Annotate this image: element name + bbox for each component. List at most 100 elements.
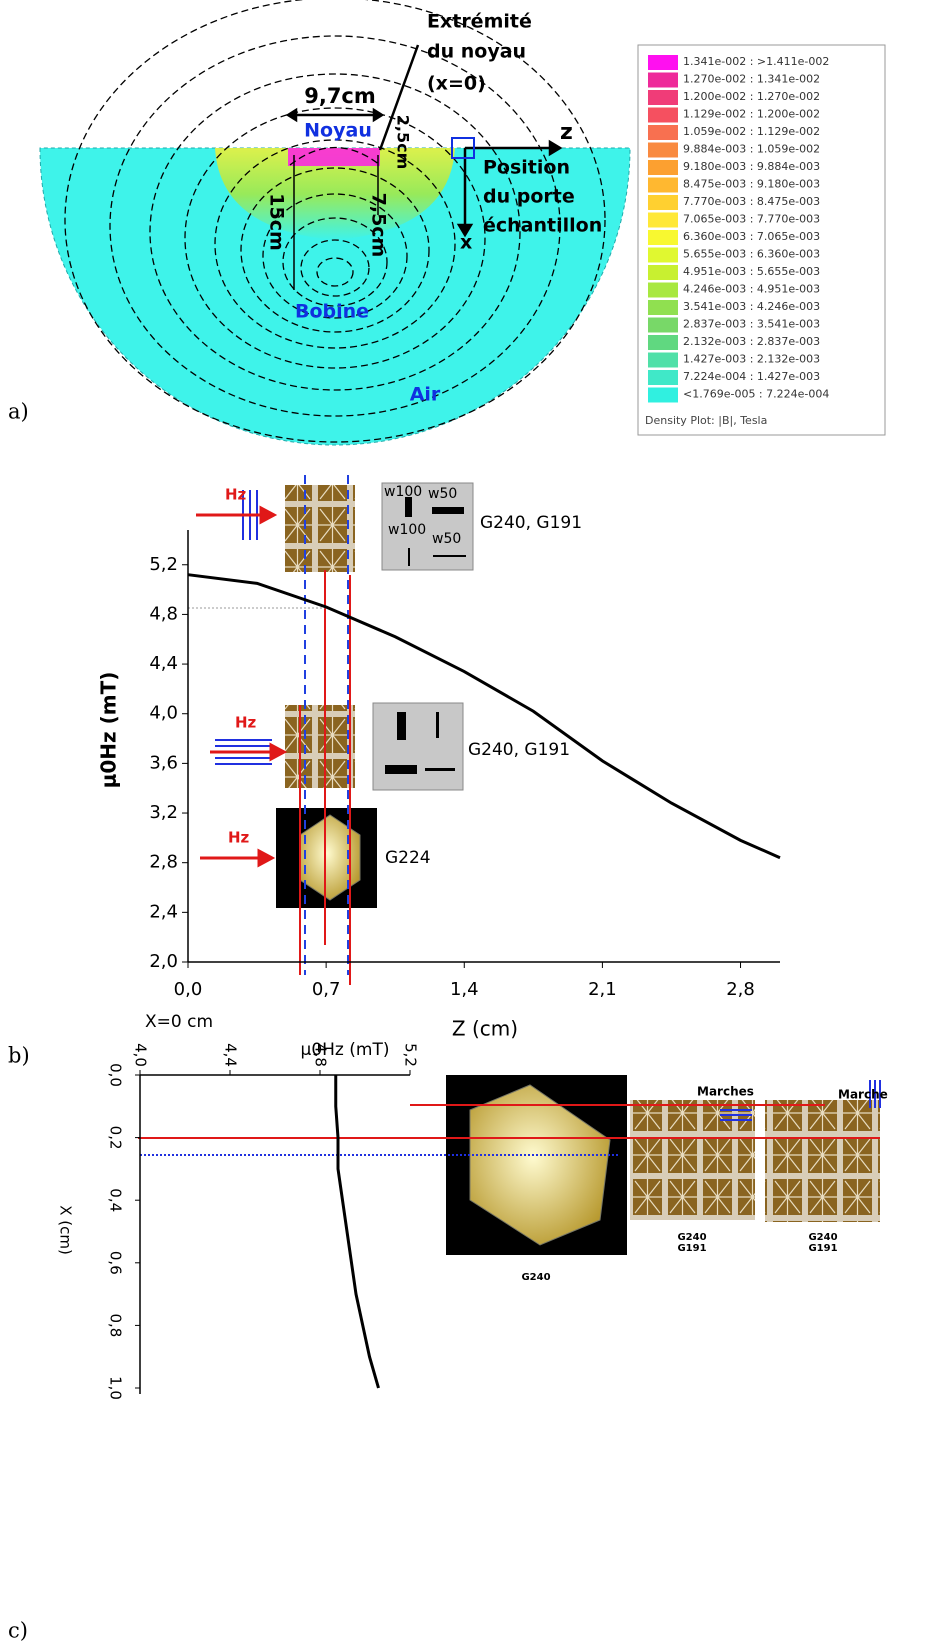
mask-shapes xyxy=(405,497,466,566)
legend-label: 4.246e-003 : 4.951e-003 xyxy=(683,283,820,296)
label: z xyxy=(560,120,573,145)
sample-label: G240 xyxy=(521,1272,550,1283)
legend-label: 3.541e-003 : 4.246e-003 xyxy=(683,300,820,313)
value-tick-label: 4,4 xyxy=(222,1043,240,1067)
legend-label: 1.129e-002 : 1.200e-002 xyxy=(683,108,820,121)
panel-label: c) xyxy=(8,1619,28,1643)
y-tick-label: 4,8 xyxy=(149,603,178,624)
legend-swatch xyxy=(648,317,678,333)
label: 9,7cm xyxy=(304,84,376,108)
value-tick-label: 5,2 xyxy=(402,1043,420,1067)
holder-marker xyxy=(451,137,475,159)
legend-label: 9.884e-003 : 1.059e-002 xyxy=(683,143,820,156)
label: Air xyxy=(410,384,441,406)
width-label: w50 xyxy=(428,486,457,502)
position-tick-label: 0,2 xyxy=(107,1126,125,1150)
legend-swatch xyxy=(648,125,678,140)
label: 15cm xyxy=(266,193,288,251)
x-tick-label: 0,7 xyxy=(312,979,341,1000)
label: du noyau xyxy=(427,41,526,63)
legend-label: 5.655e-003 : 6.360e-003 xyxy=(683,248,820,261)
field-label: Hz xyxy=(225,486,247,504)
panel-a: Extrémité du noyau (x=0) 9,7cm Noyau 2,5… xyxy=(8,0,886,446)
field-label: Hz xyxy=(228,829,250,847)
y-tick-label: 4,4 xyxy=(149,653,178,674)
legend-box xyxy=(637,44,886,436)
legend-swatch xyxy=(648,72,678,88)
position-tick-label: 0,8 xyxy=(107,1313,125,1337)
x-tick-label: 2,1 xyxy=(588,979,617,1000)
legend-swatch xyxy=(648,247,678,263)
sample-photo xyxy=(630,1100,755,1220)
legend-swatch xyxy=(648,282,678,298)
label: échantillon xyxy=(483,215,602,237)
sample-label: G240, G191 xyxy=(480,513,582,533)
legend-label: 9.180e-003 : 9.884e-003 xyxy=(683,160,820,173)
value-tick-label: 4,0 xyxy=(132,1043,150,1067)
value-tick-label: 4,8 xyxy=(312,1043,330,1067)
legend-swatch xyxy=(648,230,678,245)
width-label: w100 xyxy=(388,522,426,538)
mask-shapes xyxy=(385,712,455,774)
position-tick-label: 1,0 xyxy=(107,1376,125,1400)
y-tick-label: 2,4 xyxy=(149,901,178,922)
legend-swatch xyxy=(648,212,678,228)
sample-photo xyxy=(765,1100,880,1222)
legend-swatch xyxy=(648,352,678,368)
panel-label: a) xyxy=(8,400,29,424)
position-tick-label: 0,6 xyxy=(107,1251,125,1275)
legend-caption: Density Plot: |B|, Tesla xyxy=(645,414,767,427)
width-label: w50 xyxy=(432,531,461,547)
x-tick-label: 2,8 xyxy=(726,979,755,1000)
legend-swatch xyxy=(648,387,678,403)
legend-label: 7.224e-004 : 1.427e-003 xyxy=(683,370,820,383)
label: 2,5cm xyxy=(394,115,413,170)
position-tick-label: 0,0 xyxy=(107,1063,125,1087)
sample-label: G240 xyxy=(677,1232,706,1243)
width-label: w100 xyxy=(384,484,422,500)
legend-swatch xyxy=(648,177,678,193)
arrows xyxy=(285,44,563,290)
sample-photo-chip xyxy=(469,1084,611,1246)
labels: Extrémité du noyau (x=0) 9,7cm Noyau 2,5… xyxy=(266,11,603,406)
sample-label: G240 xyxy=(808,1232,837,1243)
value-axis-label: μ0Hz (mT) xyxy=(301,1040,390,1060)
legend-label: 4.951e-003 : 5.655e-003 xyxy=(683,265,820,278)
label: Extrémité xyxy=(427,11,532,33)
x-axis-label: Z (cm) xyxy=(452,1017,518,1041)
legend-swatch xyxy=(648,55,678,70)
legend-swatch xyxy=(648,90,678,105)
label: Noyau xyxy=(304,120,372,142)
legend-label: 7.770e-003 : 8.475e-003 xyxy=(683,195,820,208)
legend-label: 8.475e-003 : 9.180e-003 xyxy=(683,178,820,191)
label: (x=0) xyxy=(427,73,486,95)
mask-sketch xyxy=(372,702,464,791)
panel-b-insets: b) xyxy=(8,475,474,1068)
label: x xyxy=(460,232,472,254)
legend-swatch xyxy=(648,265,678,280)
data-line xyxy=(187,573,781,860)
legend-label: 2.837e-003 : 3.541e-003 xyxy=(683,318,820,331)
legend-swatch xyxy=(648,107,678,123)
charts: 2,0 2,4 2,8 3,2 3,6 4,0 4,4 4,8 5,2 0,0 0,7 1,4 2,1 2… xyxy=(57,484,888,1400)
y-tick-label: 2,0 xyxy=(149,951,178,972)
y-axis-label: μ0Hz (mT) xyxy=(97,672,121,789)
annotation: X=0 cm xyxy=(145,1012,213,1032)
legend-label: 1.270e-002 : 1.341e-002 xyxy=(683,73,820,86)
legend-swatch xyxy=(648,370,678,385)
sample-edges xyxy=(304,475,349,975)
legend-swatch xyxy=(648,160,678,175)
sample-label: G240, G191 xyxy=(468,740,570,760)
sample-photo xyxy=(285,485,355,572)
x-tick-label: 0,0 xyxy=(174,979,203,1000)
x-tick-label: 1,4 xyxy=(450,979,479,1000)
legend-swatch xyxy=(648,142,678,158)
panel-label: b) xyxy=(8,1044,30,1068)
field-region xyxy=(215,148,455,240)
field-label: Hz xyxy=(235,714,257,732)
position-axis-label: X (cm) xyxy=(57,1205,75,1255)
legend-label: <1.769e-005 : 7.224e-004 xyxy=(683,388,829,401)
legend-label: 1.059e-002 : 1.129e-002 xyxy=(683,125,820,138)
field-lines xyxy=(720,1080,881,1121)
